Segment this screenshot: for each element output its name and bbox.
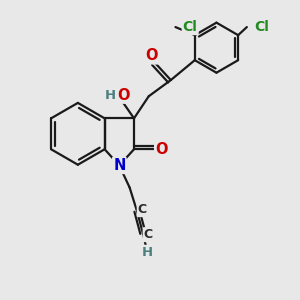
Text: H: H xyxy=(142,246,153,259)
Text: Cl: Cl xyxy=(183,20,198,34)
Text: C: C xyxy=(138,203,147,216)
Text: O: O xyxy=(155,142,168,157)
Text: H: H xyxy=(105,89,116,102)
Text: Cl: Cl xyxy=(254,20,269,34)
Text: O: O xyxy=(146,48,158,63)
Text: N: N xyxy=(113,158,125,173)
Text: C: C xyxy=(144,228,153,241)
Text: O: O xyxy=(117,88,129,103)
